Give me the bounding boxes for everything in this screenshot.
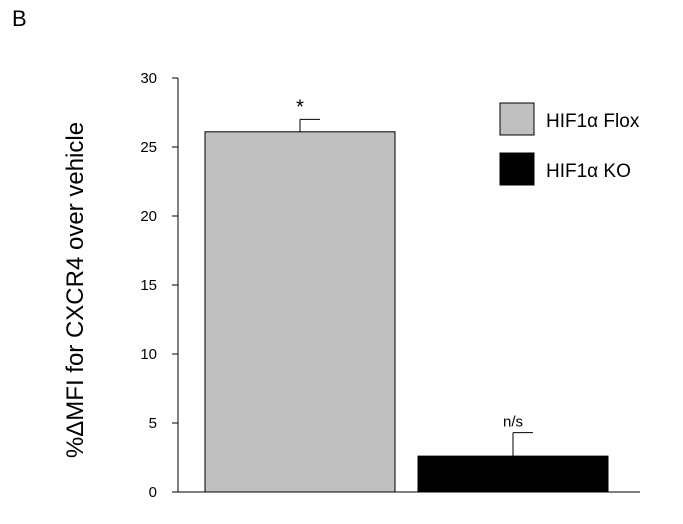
y-tick-label: 15	[140, 277, 157, 294]
y-tick-label: 25	[140, 139, 157, 156]
bar-hif1a-flox	[204, 131, 396, 493]
y-tick-label: 0	[149, 484, 157, 501]
legend-label: HIF1α Flox	[546, 111, 640, 132]
legend-label: HIF1α KO	[546, 161, 631, 182]
y-tick-label: 30	[140, 70, 157, 87]
significance-annotation: n/s	[503, 414, 523, 431]
y-axis: 0 5 10 15 20 25 30	[140, 70, 179, 501]
y-tick-label: 5	[149, 415, 157, 432]
bars: * n/s	[204, 96, 609, 493]
y-tick-label: 10	[140, 346, 157, 363]
significance-annotation: *	[296, 96, 304, 118]
panel-label: B	[12, 6, 27, 31]
legend: HIF1α Flox HIF1α KO	[499, 102, 640, 186]
y-tick-label: 20	[140, 208, 157, 225]
y-axis-label: %ΔMFI for CXCR4 over vehicle	[62, 122, 89, 458]
bar-hif1a-ko	[417, 455, 609, 493]
legend-swatch	[499, 152, 535, 186]
legend-swatch	[499, 102, 535, 136]
